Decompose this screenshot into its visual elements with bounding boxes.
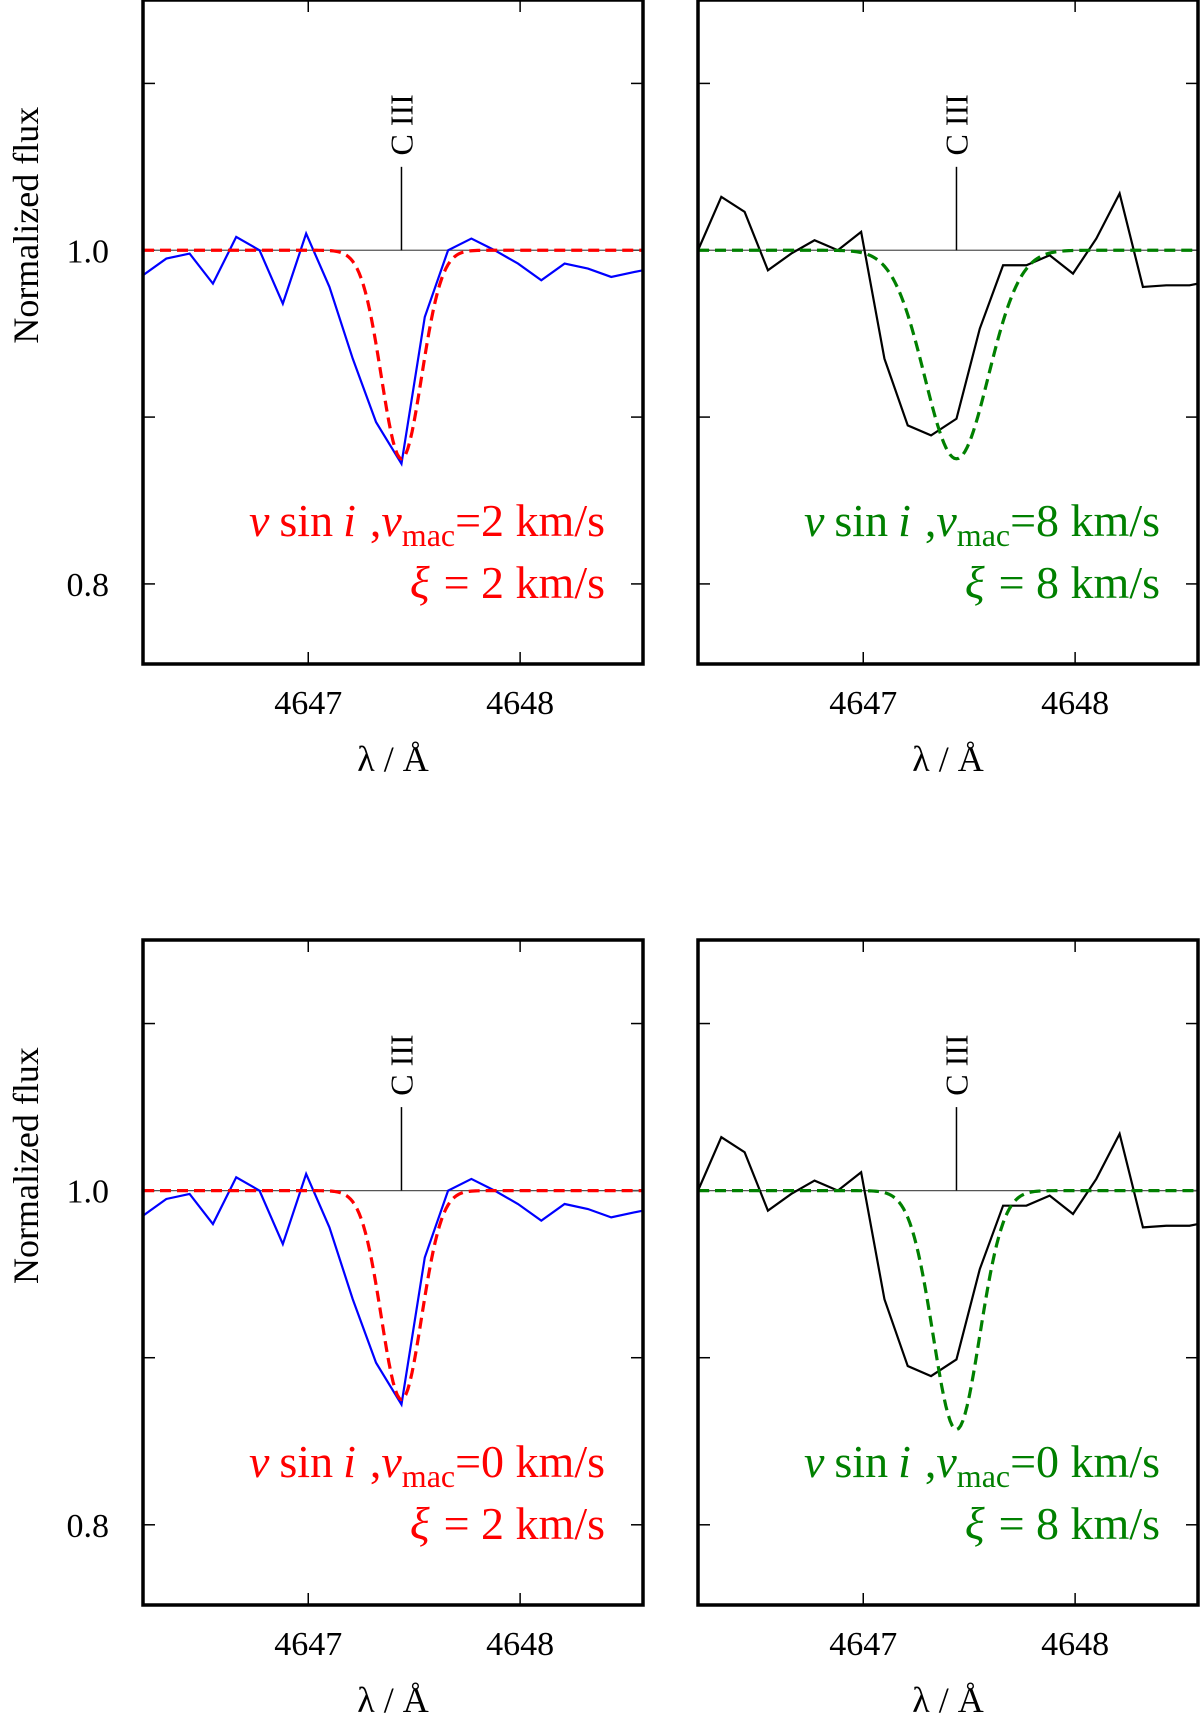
annotation-xi: ξ = 8 km/s [965,1498,1160,1549]
annotation-velocity: v sin i ,vmac=0 km/s [249,1436,605,1494]
plot-area [698,1130,1198,1432]
xi-value: = 2 km/s [444,1498,605,1549]
velocity-value: =0 km/s [1010,1436,1160,1487]
mac-subscript: mac [957,1458,1010,1494]
plot-area [143,1170,643,1408]
i-symbol: i [898,495,911,546]
v-mac-symbol: v [936,495,957,546]
mac-subscript: mac [402,1458,455,1494]
annotation-velocity: v sin i ,vmac=2 km/s [249,495,605,553]
mac-subscript: mac [957,517,1010,553]
panel-top-left: 4647 4648 0.8 1.0 C III λ / Å Normalized flux v… [6,0,645,779]
xi-symbol: ξ [410,557,430,608]
y-axis-label: Normalized flux [6,107,46,344]
y-tick-label: 1.0 [67,233,110,270]
xi-value: = 8 km/s [999,557,1160,608]
line-marker-label: C III [938,1034,974,1095]
xi-symbol: ξ [410,1498,430,1549]
x-axis-label: λ / Å [357,739,428,779]
series-model [143,248,643,461]
annotation-xi: ξ = 2 km/s [410,1498,605,1549]
x-tick-label: 4648 [486,685,554,722]
annotation-velocity: v sin i ,vmac=8 km/s [804,495,1160,553]
series-model [698,1189,1198,1432]
velocity-value: =0 km/s [455,1436,605,1487]
series-observed [143,1170,643,1408]
plot-area [698,190,1198,461]
xi-value: = 8 km/s [999,1498,1160,1549]
i-symbol: i [343,1436,356,1487]
y-tick-label: 0.8 [67,567,110,604]
x-tick-label: 4648 [486,1626,554,1663]
mac-subscript: mac [402,517,455,553]
sin-text: sin [279,1436,333,1487]
i-symbol: i [343,495,356,546]
comma: , [370,495,382,546]
plot-frame [141,938,645,1607]
velocity-value: =8 km/s [1010,495,1160,546]
v-mac-symbol: v [381,1436,402,1487]
v-mac-symbol: v [381,495,402,546]
v-symbol: v [249,495,270,546]
xi-value: = 2 km/s [444,557,605,608]
x-tick-label: 4648 [1041,1626,1109,1663]
panel-bottom-left: 4647 4648 0.8 1.0 C III λ / Å Normalized flux v… [6,938,645,1720]
x-tick-label: 4648 [1041,685,1109,722]
xi-symbol: ξ [965,557,985,608]
velocity-value: =2 km/s [455,495,605,546]
series-model [698,248,1198,461]
series-observed [698,1130,1198,1378]
x-axis-label: λ / Å [357,1680,428,1720]
annotation-xi: ξ = 8 km/s [965,557,1160,608]
x-tick-label: 4647 [829,1626,897,1663]
x-tick-label: 4647 [829,685,897,722]
annotation-xi: ξ = 2 km/s [410,557,605,608]
i-symbol: i [898,1436,911,1487]
plot-area [143,230,643,467]
comma: , [925,1436,937,1487]
v-symbol: v [804,1436,825,1487]
comma: , [925,495,937,546]
sin-text: sin [279,495,333,546]
line-marker-label: C III [938,94,974,155]
sin-text: sin [834,495,888,546]
series-observed [698,190,1198,437]
panels: 4647 4648 0.8 1.0 C III λ / Å Normalized flux v… [6,0,1200,1720]
x-tick-label: 4647 [274,685,342,722]
plot-frame [696,0,1200,666]
line-marker-label: C III [383,94,419,155]
plot-frame [696,938,1200,1607]
x-axis-label: λ / Å [912,1680,983,1720]
x-tick-label: 4647 [274,1626,342,1663]
y-axis-label: Normalized flux [6,1047,46,1284]
series-observed [143,230,643,467]
v-symbol: v [804,495,825,546]
annotation-velocity: v sin i ,vmac=0 km/s [804,1436,1160,1494]
x-axis-label: λ / Å [912,739,983,779]
series-model [143,1189,643,1402]
line-marker-label: C III [383,1034,419,1095]
v-symbol: v [249,1436,270,1487]
y-tick-label: 1.0 [67,1174,110,1211]
comma: , [370,1436,382,1487]
y-tick-label: 0.8 [67,1508,110,1545]
plot-frame [141,0,645,666]
xi-symbol: ξ [965,1498,985,1549]
v-mac-symbol: v [936,1436,957,1487]
sin-text: sin [834,1436,888,1487]
